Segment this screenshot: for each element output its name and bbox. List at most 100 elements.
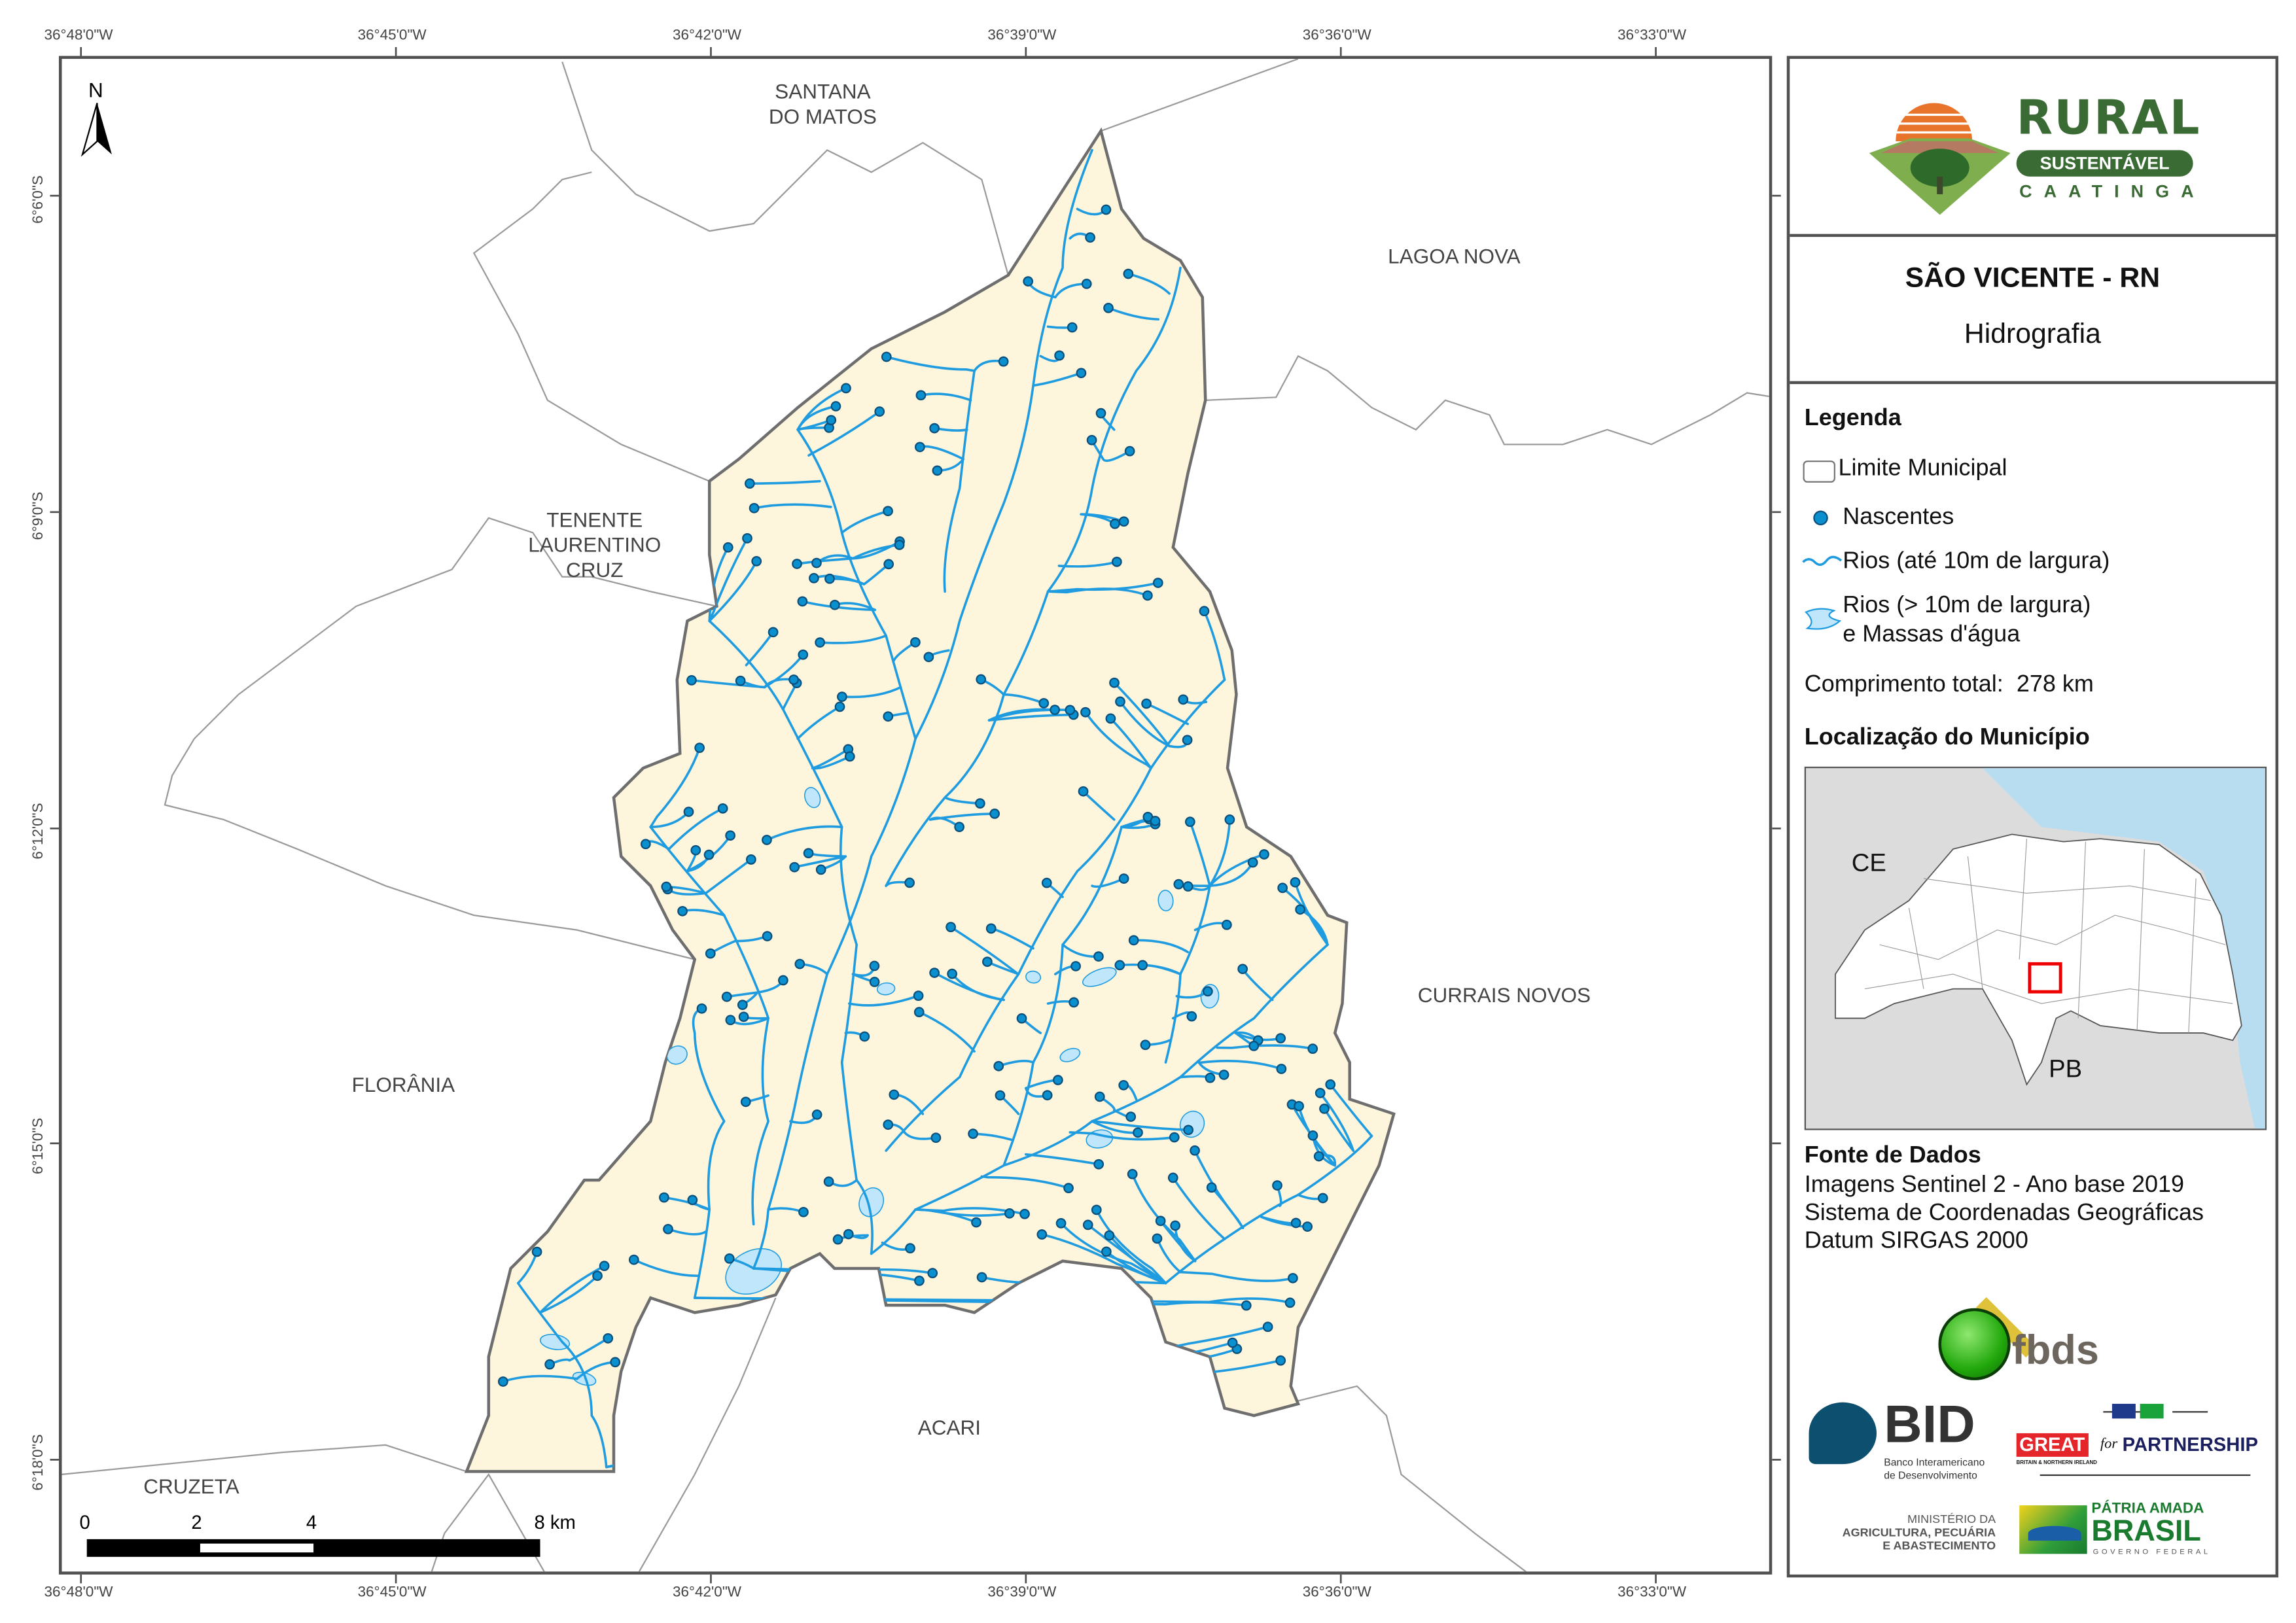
spring-point[interactable]	[1137, 960, 1148, 971]
spring-point[interactable]	[1093, 1159, 1104, 1170]
spring-point[interactable]	[837, 691, 847, 702]
spring-point[interactable]	[869, 977, 880, 987]
spring-point[interactable]	[915, 442, 925, 453]
spring-point[interactable]	[640, 839, 651, 850]
spring-point[interactable]	[724, 1253, 735, 1264]
spring-point[interactable]	[859, 1031, 870, 1042]
spring-point[interactable]	[1125, 1111, 1137, 1122]
spring-point[interactable]	[1004, 1208, 1015, 1219]
spring-point[interactable]	[738, 1011, 749, 1022]
spring-point[interactable]	[889, 1089, 900, 1100]
spring-point[interactable]	[975, 798, 985, 809]
spring-point[interactable]	[947, 968, 958, 979]
spring-point[interactable]	[1041, 877, 1052, 888]
spring-point[interactable]	[768, 627, 779, 638]
spring-point[interactable]	[690, 845, 701, 856]
spring-point[interactable]	[603, 1333, 614, 1344]
spring-point[interactable]	[1184, 816, 1195, 828]
spring-point[interactable]	[1070, 961, 1081, 971]
spring-point[interactable]	[544, 1359, 556, 1370]
spring-point[interactable]	[661, 881, 672, 892]
spring-point[interactable]	[722, 542, 733, 553]
spring-point[interactable]	[1275, 1033, 1286, 1044]
spring-point[interactable]	[749, 502, 760, 514]
spring-point[interactable]	[1103, 302, 1114, 313]
spring-point[interactable]	[929, 968, 940, 978]
spring-point[interactable]	[1128, 935, 1139, 946]
spring-point[interactable]	[1152, 1233, 1163, 1244]
spring-point[interactable]	[989, 809, 1000, 819]
spring-point[interactable]	[1206, 1182, 1217, 1193]
spring-point[interactable]	[1091, 1204, 1102, 1215]
spring-point[interactable]	[894, 540, 905, 550]
spring-point[interactable]	[1141, 698, 1152, 709]
spring-point[interactable]	[1067, 322, 1078, 333]
spring-point[interactable]	[815, 864, 826, 875]
spring-point[interactable]	[824, 573, 835, 584]
spring-point[interactable]	[971, 1217, 981, 1228]
spring-point[interactable]	[883, 559, 894, 570]
spring-point[interactable]	[905, 1243, 915, 1254]
spring-point[interactable]	[1190, 1145, 1200, 1156]
spring-point[interactable]	[1042, 1090, 1053, 1101]
spring-point[interactable]	[1133, 1127, 1143, 1138]
spring-point[interactable]	[1288, 1272, 1298, 1283]
spring-point[interactable]	[703, 849, 715, 860]
spring-point[interactable]	[788, 674, 799, 685]
spring-point[interactable]	[745, 854, 756, 865]
spring-point[interactable]	[1104, 1230, 1115, 1241]
spring-point[interactable]	[1115, 696, 1125, 707]
spring-point[interactable]	[1050, 705, 1061, 715]
spring-point[interactable]	[599, 1261, 610, 1272]
spring-point[interactable]	[1038, 698, 1050, 708]
spring-point[interactable]	[742, 532, 752, 544]
spring-point[interactable]	[663, 1224, 673, 1234]
spring-point[interactable]	[829, 599, 840, 610]
spring-point[interactable]	[696, 1003, 707, 1014]
spring-point[interactable]	[982, 956, 993, 968]
spring-point[interactable]	[798, 649, 809, 660]
spring-point[interactable]	[843, 1229, 854, 1240]
spring-point[interactable]	[737, 1000, 748, 1010]
spring-point[interactable]	[1224, 814, 1235, 825]
spring-point[interactable]	[954, 822, 965, 833]
spring-point[interactable]	[830, 401, 841, 411]
spring-point[interactable]	[1086, 434, 1097, 445]
spring-point[interactable]	[1095, 408, 1106, 419]
spring-point[interactable]	[686, 675, 697, 686]
spring-point[interactable]	[976, 1272, 987, 1283]
spring-point[interactable]	[910, 637, 921, 648]
spring-point[interactable]	[725, 1015, 736, 1026]
spring-point[interactable]	[1081, 279, 1092, 289]
spring-point[interactable]	[803, 848, 814, 859]
spring-point[interactable]	[721, 991, 732, 1002]
spring-point[interactable]	[1186, 1011, 1197, 1022]
spring-point[interactable]	[904, 877, 915, 888]
spring-point[interactable]	[1248, 1041, 1260, 1051]
spring-point[interactable]	[1109, 677, 1120, 688]
spring-point[interactable]	[1150, 816, 1161, 826]
spring-point[interactable]	[610, 1357, 621, 1368]
spring-point[interactable]	[725, 830, 736, 841]
spring-point[interactable]	[1262, 1321, 1273, 1333]
map-canvas[interactable]: N	[59, 56, 1772, 1574]
spring-point[interactable]	[1065, 705, 1076, 716]
spring-point[interactable]	[778, 975, 788, 986]
spring-point[interactable]	[1019, 1208, 1030, 1219]
spring-point[interactable]	[874, 406, 885, 417]
spring-point[interactable]	[1076, 368, 1087, 379]
spring-point[interactable]	[1124, 445, 1135, 457]
spring-point[interactable]	[811, 557, 822, 568]
spring-point[interactable]	[1170, 1220, 1181, 1231]
spring-point[interactable]	[1276, 1064, 1287, 1074]
spring-point[interactable]	[1205, 1072, 1216, 1083]
spring-point[interactable]	[1101, 1246, 1112, 1257]
spring-point[interactable]	[1222, 919, 1232, 930]
spring-point[interactable]	[1290, 877, 1301, 888]
spring-point[interactable]	[762, 931, 773, 941]
spring-point[interactable]	[1152, 578, 1163, 588]
spring-point[interactable]	[1101, 204, 1112, 215]
spring-point[interactable]	[927, 1268, 938, 1279]
location-inset-map[interactable]: CE PB	[1804, 766, 2267, 1130]
spring-point[interactable]	[1290, 1217, 1301, 1229]
